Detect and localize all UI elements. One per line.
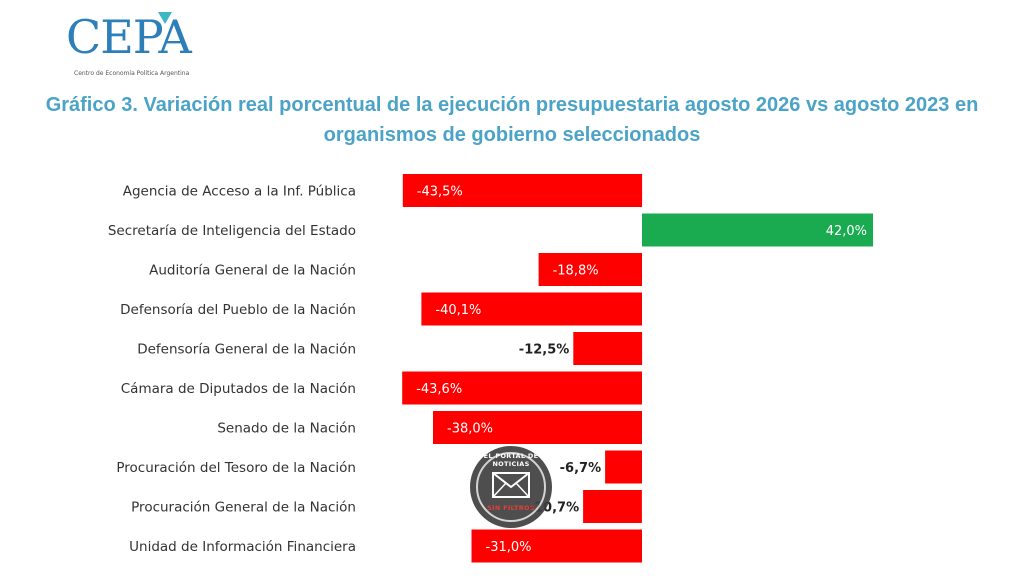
bar-9	[583, 490, 642, 523]
category-label-1: Agencia de Acceso a la Inf. Pública	[123, 184, 356, 200]
value-label-8: -6,7%	[560, 461, 601, 476]
bar-6	[402, 371, 642, 405]
bar-10	[471, 529, 642, 563]
category-label-9: Procuración General de la Nación	[131, 500, 356, 516]
bar-4	[421, 292, 642, 326]
bar-7	[433, 411, 642, 444]
value-label-10: -31,0%	[486, 540, 532, 555]
category-label-8: Procuración del Tesoro de la Nación	[116, 460, 356, 476]
watermark-badge: EL PORTAL DE NOTICIAS SIN FILTROS	[470, 446, 552, 528]
bar-3	[538, 253, 642, 286]
value-label-5: -12,5%	[519, 343, 570, 358]
bar-5	[573, 332, 643, 365]
logo-subtitle: Centro de Economía Política Argentina	[74, 70, 190, 77]
envelope-icon	[492, 472, 530, 498]
bar-1	[402, 174, 643, 207]
category-label-4: Defensoría del Pueblo de la Nación	[120, 302, 356, 318]
bar-2	[642, 213, 873, 247]
category-label-7: Senado de la Nación	[217, 421, 356, 437]
value-label-6: -43,6%	[416, 382, 462, 397]
value-label-3: -18,8%	[553, 264, 599, 279]
watermark-top-text: EL PORTAL DE NOTICIAS	[483, 452, 539, 468]
bar-8	[605, 450, 642, 484]
category-label-2: Secretaría de Inteligencia del Estado	[108, 223, 356, 239]
category-label-5: Defensoría General de la Nación	[137, 342, 356, 358]
category-label-3: Auditoría General de la Nación	[149, 263, 356, 279]
value-label-4: -40,1%	[435, 303, 481, 318]
value-label-2: 42,0%	[826, 224, 867, 239]
category-label-6: Cámara de Diputados de la Nación	[121, 381, 356, 397]
watermark-ring	[476, 452, 546, 522]
chart-title: Gráfico 3. Variación real porcentual de …	[45, 94, 979, 146]
logo-triangle-icon	[158, 12, 172, 24]
value-label-1: -43,5%	[417, 185, 463, 200]
watermark-bottom-text: SIN FILTROS	[487, 504, 535, 512]
value-label-7: -38,0%	[447, 422, 493, 437]
category-label-10: Unidad de Información Financiera	[129, 539, 356, 555]
cepa-logo: CEPA Centro de Economía Política Argenti…	[66, 8, 216, 80]
